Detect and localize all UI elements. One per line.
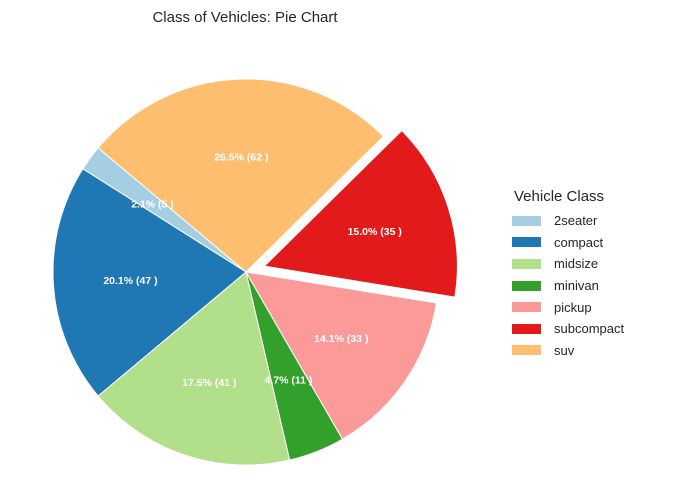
legend-title: Vehicle Class	[514, 188, 605, 205]
slice-label-compact: 20.1% (47 )	[103, 275, 157, 287]
legend-item-minivan: minivan	[500, 275, 624, 297]
legend: Vehicle Class 2seater compact midsize miniv…	[500, 188, 624, 361]
legend-item-pickup: pickup	[500, 296, 624, 318]
legend-item-subcompact: subcompact	[500, 318, 624, 340]
legend-swatch	[512, 237, 541, 248]
legend-label: compact	[554, 234, 604, 250]
slice-label-2seater: 2.1% (5 )	[131, 199, 174, 211]
legend-label: minivan	[554, 278, 599, 294]
legend-swatch	[512, 280, 541, 291]
legend-label: suv	[554, 342, 575, 358]
legend-item-2seater: 2seater	[500, 210, 624, 232]
slice-label-subcompact: 15.0% (35 )	[348, 226, 402, 238]
legend-swatch	[512, 323, 541, 334]
legend-label: subcompact	[554, 321, 625, 337]
slice-label-midsize: 17.5% (41 )	[182, 377, 236, 389]
legend-label: 2seater	[554, 213, 598, 229]
legend-items: 2seater compact midsize minivan pickup subcom…	[500, 210, 624, 361]
legend-swatch	[512, 345, 541, 356]
legend-label: pickup	[554, 299, 592, 315]
pie-slice-compact	[52, 168, 247, 397]
pie-slice-midsize	[97, 271, 291, 466]
legend-item-midsize: midsize	[500, 253, 624, 275]
legend-swatch	[512, 258, 541, 269]
pie-slice-suv	[97, 78, 385, 273]
legend-item-compact: compact	[500, 232, 624, 254]
slice-label-pickup: 14.1% (33 )	[314, 333, 368, 345]
pie-slice-pickup	[245, 271, 438, 440]
legend-item-suv: suv	[500, 340, 624, 362]
legend-swatch	[512, 215, 541, 226]
pie-slice-subcompact	[263, 129, 458, 298]
chart-title: Class of Vehicles: Pie Chart	[152, 9, 338, 26]
slice-label-minivan: 4.7% (11 )	[265, 375, 313, 387]
legend-swatch	[512, 302, 541, 313]
legend-label: midsize	[554, 256, 599, 272]
slice-label-suv: 26.5% (62 )	[214, 151, 268, 163]
